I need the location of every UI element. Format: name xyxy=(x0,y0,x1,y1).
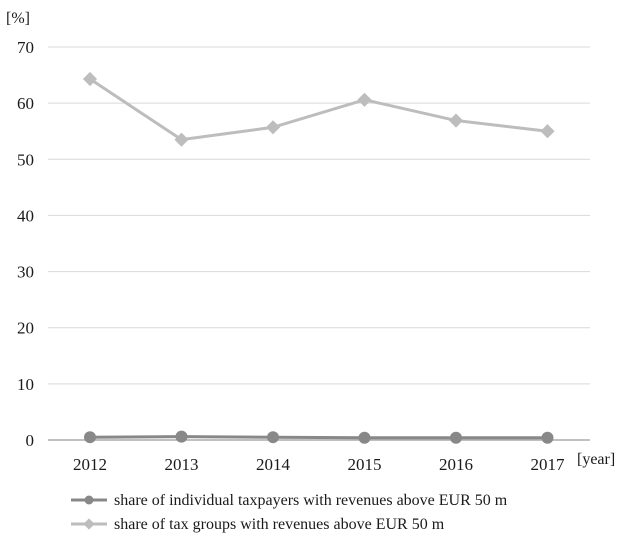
x-tick-label: 2013 xyxy=(165,455,199,474)
series-group xyxy=(82,71,555,444)
y-tick-label: 10 xyxy=(17,375,34,394)
legend: share of individual taxpayers with reven… xyxy=(71,492,508,533)
data-point xyxy=(357,92,372,107)
y-tick-label: 0 xyxy=(26,431,35,450)
y-tick-label: 40 xyxy=(17,206,34,225)
y-unit-label: [%] xyxy=(6,10,30,27)
legend-label: share of tax groups with revenues above … xyxy=(114,516,445,533)
data-point xyxy=(448,113,464,128)
data-point xyxy=(84,431,96,444)
x-tick-label: 2015 xyxy=(348,455,382,474)
x-axis-ticks: 2012 2013 2014 2015 2016 2017 xyxy=(73,455,565,474)
data-point xyxy=(540,124,555,139)
data-point xyxy=(541,431,554,444)
series-tax-groups xyxy=(82,71,555,147)
y-tick-label: 50 xyxy=(17,150,34,169)
series-individual-taxpayers xyxy=(84,430,554,444)
x-tick-label: 2014 xyxy=(256,455,291,474)
y-tick-label: 70 xyxy=(17,38,34,57)
legend-label: share of individual taxpayers with reven… xyxy=(114,492,508,509)
y-tick-label: 20 xyxy=(17,319,34,338)
x-tick-label: 2017 xyxy=(531,455,566,474)
data-point xyxy=(174,132,189,147)
x-tick-label: 2016 xyxy=(439,455,473,474)
legend-item-tax-groups: share of tax groups with revenues above … xyxy=(71,516,445,533)
data-point xyxy=(450,431,462,444)
data-point xyxy=(175,430,188,443)
y-tick-label: 60 xyxy=(17,94,34,113)
y-axis-ticks: 0 10 20 30 40 50 60 70 xyxy=(17,38,34,450)
gridlines xyxy=(48,46,590,441)
data-point xyxy=(267,431,279,444)
x-unit-label: [year] xyxy=(577,451,615,468)
series-line xyxy=(89,435,548,440)
series-line xyxy=(89,77,548,142)
data-point xyxy=(265,120,281,135)
legend-swatch-marker xyxy=(83,518,95,530)
data-point xyxy=(358,431,371,444)
x-tick-label: 2012 xyxy=(73,455,107,474)
legend-swatch-marker xyxy=(84,495,94,505)
y-tick-label: 30 xyxy=(17,263,34,282)
legend-item-individual-taxpayers: share of individual taxpayers with reven… xyxy=(71,492,508,509)
